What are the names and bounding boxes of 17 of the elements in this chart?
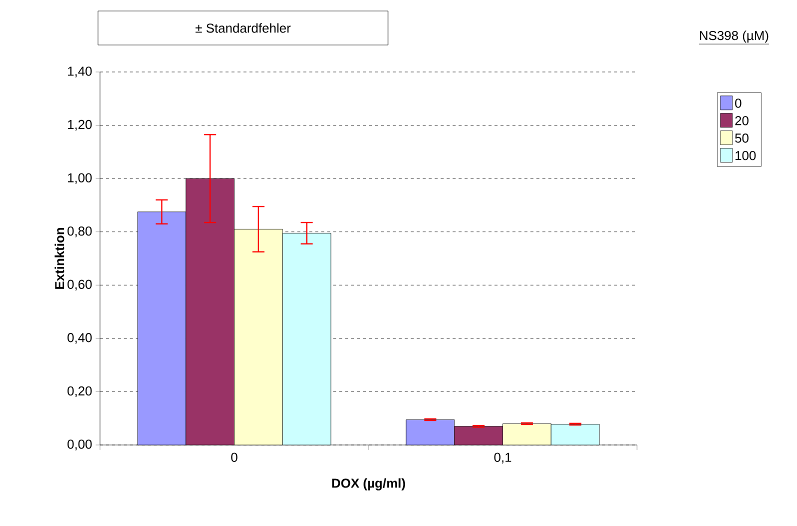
x-axis-title: DOX (µg/ml) <box>332 478 406 490</box>
legend-label: 100 <box>736 150 756 160</box>
y-tick-label: 0,80 <box>68 226 92 238</box>
y-tick-label: 1,20 <box>68 120 92 131</box>
y-tick-label: 1,40 <box>68 66 92 78</box>
legend-label: 0 <box>735 98 742 108</box>
y-tick-label: 0,60 <box>68 280 92 290</box>
y-tick-label: 0,20 <box>68 386 92 398</box>
text: ± Standardfehler <box>196 23 291 33</box>
legend-label: 20 <box>735 116 749 126</box>
y-axis-title: Extinktion <box>54 228 64 289</box>
y-tick-label: 0,40 <box>68 333 92 344</box>
y-tick-label: 0,00 <box>68 440 92 450</box>
legend-title: NS398 (µM) <box>700 30 768 43</box>
legend-label: 50 <box>735 134 749 143</box>
x-tick-label: 0,1 <box>494 452 512 464</box>
y-tick-label: 1,00 <box>68 173 92 184</box>
